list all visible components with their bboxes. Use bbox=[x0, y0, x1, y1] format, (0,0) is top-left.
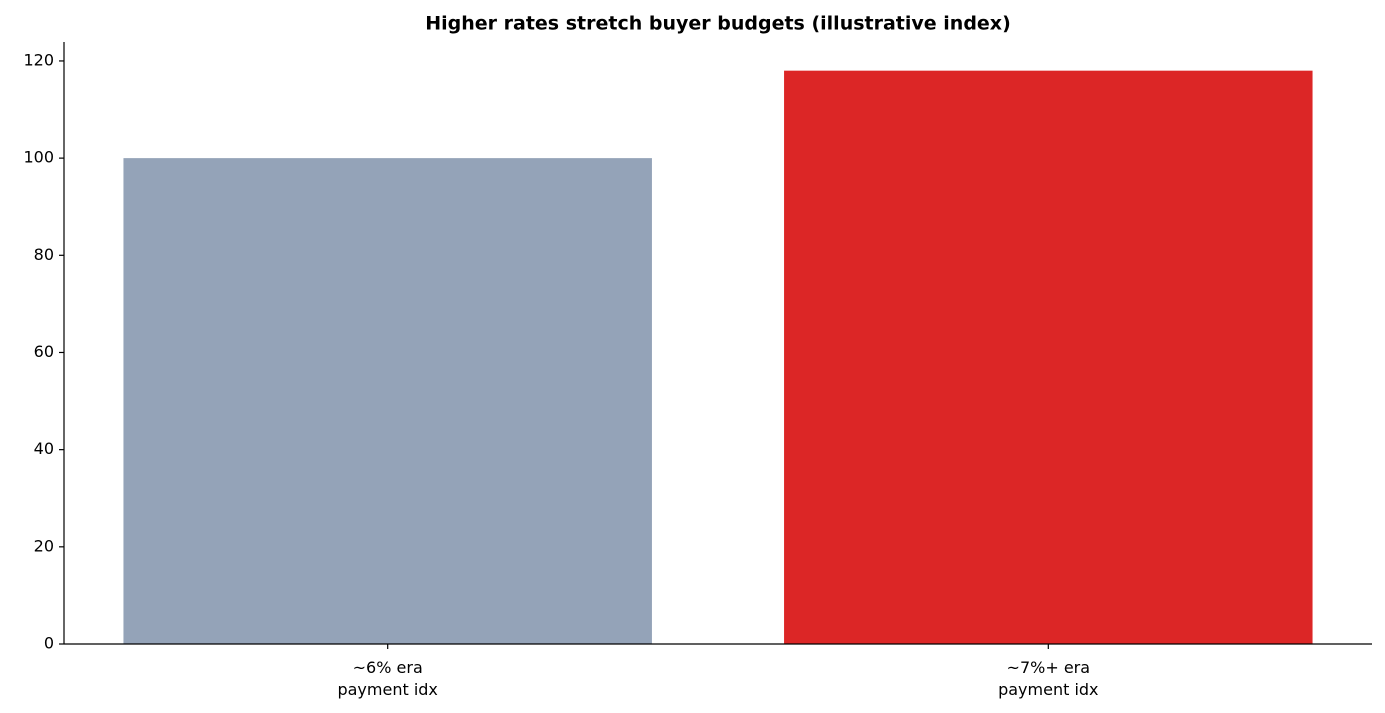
x-tick-label: ~6% era payment idx bbox=[337, 658, 437, 699]
y-tick-label: 0 bbox=[44, 634, 54, 653]
y-tick-label: 20 bbox=[34, 536, 54, 555]
y-tick-label: 80 bbox=[34, 245, 54, 264]
y-tick-label: 40 bbox=[34, 439, 54, 458]
bar bbox=[784, 70, 1313, 644]
x-tick-label: ~7%+ era payment idx bbox=[998, 658, 1098, 699]
chart-title: Higher rates stretch buyer budgets (illu… bbox=[425, 13, 1011, 35]
bar bbox=[123, 158, 652, 644]
y-tick-label: 60 bbox=[34, 342, 54, 361]
y-tick-label: 100 bbox=[23, 148, 54, 167]
y-tick-label: 120 bbox=[23, 50, 54, 69]
